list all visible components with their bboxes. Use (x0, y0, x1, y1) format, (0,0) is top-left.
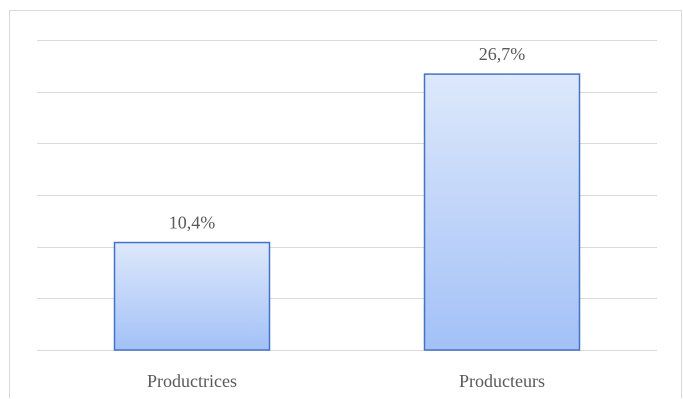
bars (113, 73, 581, 351)
bar-productrices (113, 241, 271, 351)
data-label-productrices: 10,4% (169, 213, 216, 233)
labels: 10,4% Productrices 26,7% Producteurs (147, 44, 545, 391)
category-label-productrices: Productrices (147, 371, 237, 391)
category-label-producteurs: Producteurs (459, 371, 545, 391)
data-label-producteurs: 26,7% (479, 44, 526, 64)
bar-producteurs (423, 73, 581, 351)
